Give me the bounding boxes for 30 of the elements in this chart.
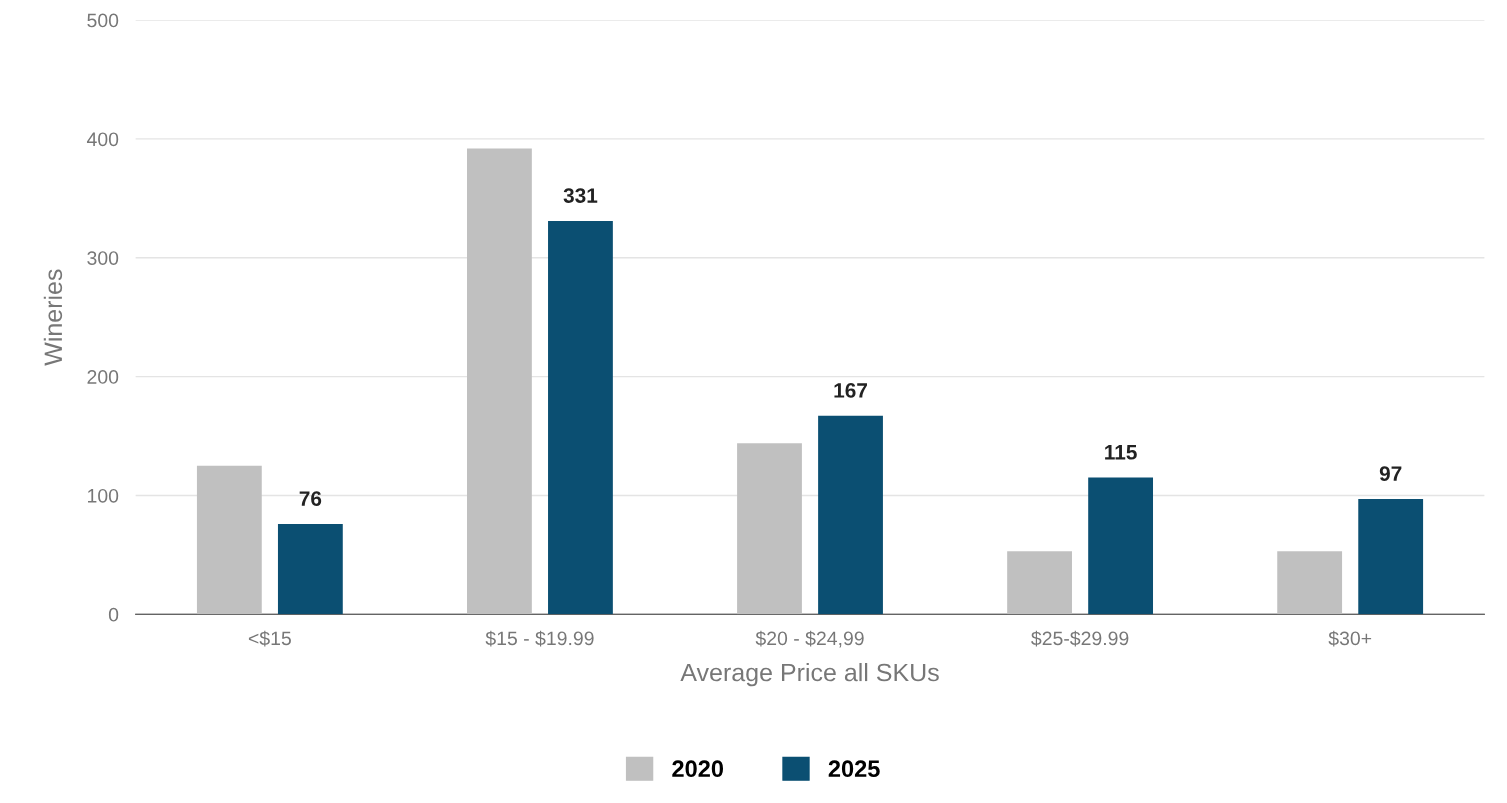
bar bbox=[1277, 551, 1343, 615]
bar bbox=[1358, 499, 1424, 615]
y-tick-label: 200 bbox=[87, 370, 119, 384]
y-tick-label: 400 bbox=[86, 132, 119, 147]
data-label: 331 bbox=[563, 188, 598, 203]
x-tick-label: <$15 bbox=[248, 630, 291, 647]
bar bbox=[1007, 551, 1072, 615]
legend-label: 2020 bbox=[672, 760, 724, 778]
bar bbox=[818, 415, 883, 615]
data-label: 115 bbox=[1105, 445, 1137, 460]
bar bbox=[1088, 477, 1154, 615]
legend-label: 2025 bbox=[828, 760, 880, 778]
x-tick-label: $30+ bbox=[1328, 630, 1372, 647]
data-label: 97 bbox=[1379, 466, 1402, 482]
data-label: 76 bbox=[299, 491, 322, 506]
x-axis-title: Average Price all SKUs bbox=[680, 662, 939, 687]
y-tick-label: 0 bbox=[108, 607, 119, 622]
data-label: 167 bbox=[834, 383, 867, 398]
x-tick-label: $25-$29.99 bbox=[1031, 630, 1129, 647]
x-tick-label: $15 - $19.99 bbox=[485, 630, 594, 647]
bar bbox=[277, 523, 343, 615]
bar bbox=[548, 220, 613, 615]
y-tick-label: 100 bbox=[88, 488, 119, 503]
x-tick-label: $20 - $24,99 bbox=[755, 630, 864, 648]
y-tick-label: 300 bbox=[87, 251, 119, 265]
bar bbox=[196, 465, 262, 615]
bar bbox=[737, 443, 802, 615]
y-axis-title: Wineries bbox=[43, 269, 63, 366]
y-tick-label: 500 bbox=[87, 13, 119, 28]
bar bbox=[467, 148, 532, 615]
